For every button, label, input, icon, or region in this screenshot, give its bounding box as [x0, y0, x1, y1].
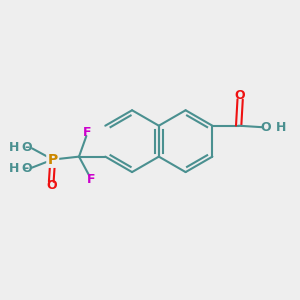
- Text: H: H: [9, 162, 19, 175]
- Text: H: H: [9, 141, 20, 154]
- Text: -: -: [24, 141, 29, 154]
- Text: O: O: [22, 141, 32, 154]
- Text: F: F: [86, 173, 95, 186]
- Text: O: O: [235, 89, 245, 102]
- Text: O: O: [21, 162, 32, 175]
- Text: O: O: [260, 121, 271, 134]
- Text: P: P: [48, 153, 58, 166]
- Text: O: O: [46, 179, 57, 192]
- Text: F: F: [83, 126, 91, 139]
- Text: -: -: [24, 162, 29, 175]
- Text: H: H: [276, 121, 286, 134]
